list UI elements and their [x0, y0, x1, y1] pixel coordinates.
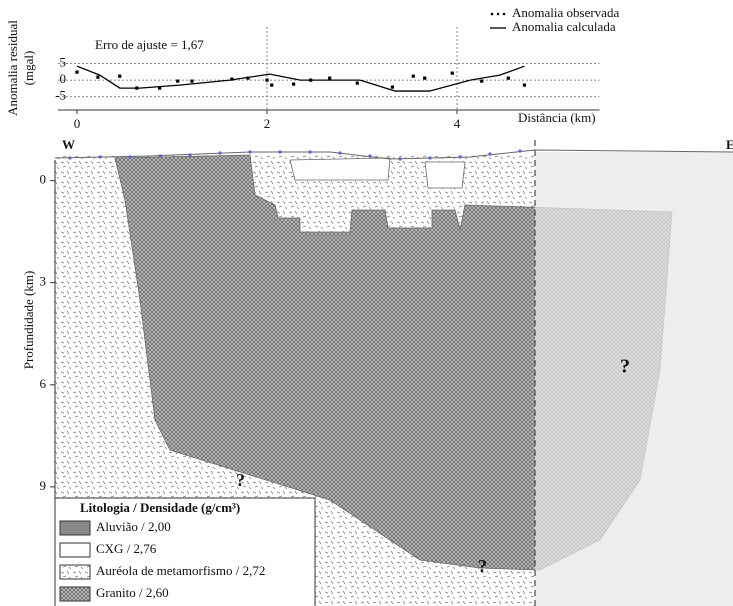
y-axis-label: (mgal) [21, 51, 36, 86]
legend-title: Litologia / Densidade (g/cm³) [80, 500, 240, 515]
y-tick-label: 9 [40, 478, 47, 493]
surface-line [54, 149, 733, 160]
legend-marker [502, 12, 506, 16]
legend-swatch [59, 564, 91, 580]
legend-swatch [59, 586, 91, 602]
question-mark: ? [620, 356, 630, 378]
legend-swatch [59, 520, 91, 536]
point [390, 85, 394, 89]
geologic-section: W E ? ? ? Profundidade (km) 0 3 6 9 Litolog… [21, 137, 733, 606]
stations [68, 149, 522, 161]
legend-label: Anomalia observada [512, 5, 619, 20]
x-axis-label: Distância (km) [518, 110, 596, 125]
point [480, 79, 484, 83]
question-mark: ? [236, 470, 245, 490]
point [423, 76, 427, 80]
point [522, 83, 527, 87]
point [270, 83, 274, 87]
legend-label: Anomalia calculada [512, 19, 616, 34]
annotation: Erro de ajuste = 1,67 [95, 37, 204, 52]
point [230, 77, 234, 81]
point [176, 79, 180, 83]
legend-box [54, 497, 316, 606]
point [411, 74, 415, 78]
legend-item: CXG / 2,76 [96, 541, 157, 556]
legend-item: Granito / 2,60 [96, 585, 169, 600]
legend-marker [490, 12, 494, 16]
cxg-lens [424, 161, 466, 189]
point [355, 81, 359, 85]
shaded-area [535, 152, 733, 606]
legend-marker [496, 12, 500, 16]
calculated-line [76, 65, 525, 92]
point [265, 78, 269, 82]
y-tick-label: 5 [60, 55, 67, 70]
y-tick-label: -5 [55, 88, 66, 103]
point [158, 86, 162, 90]
point [96, 75, 100, 79]
y-tick-label: 0 [40, 172, 47, 187]
point [506, 76, 510, 80]
legend: Litologia / Densidade (g/cm³) Aluvião / … [54, 497, 316, 606]
point [450, 71, 454, 75]
legend-item: Aluvião / 2,00 [96, 519, 171, 534]
legend-item: Auréola de metamorfismo / 2,72 [96, 563, 265, 578]
question-mark: ? [478, 556, 487, 576]
x-tick-label: 0 [74, 116, 81, 131]
east-label: E [726, 137, 733, 152]
legend-swatch [59, 542, 91, 558]
depth-label: Profundidade (km) [21, 271, 36, 370]
point [292, 82, 296, 86]
west-label: W [62, 137, 75, 152]
granite-body [114, 154, 673, 571]
x-tick-label: 2 [264, 116, 271, 131]
y-tick-label: 6 [40, 376, 47, 391]
point [190, 79, 194, 83]
y-axis-label: Anomalia residual [5, 20, 20, 116]
point [246, 76, 250, 80]
cxg-lens [289, 157, 391, 181]
x-tick-label: 4 [454, 116, 461, 131]
y-tick-label: 3 [40, 274, 47, 289]
point [328, 76, 332, 80]
y-tick-label: 0 [60, 71, 67, 86]
anomaly-chart: 50-50 2 4 Distância (km)Erro de ajuste = 1,… [5, 5, 619, 131]
point [118, 74, 122, 78]
point [75, 70, 79, 74]
